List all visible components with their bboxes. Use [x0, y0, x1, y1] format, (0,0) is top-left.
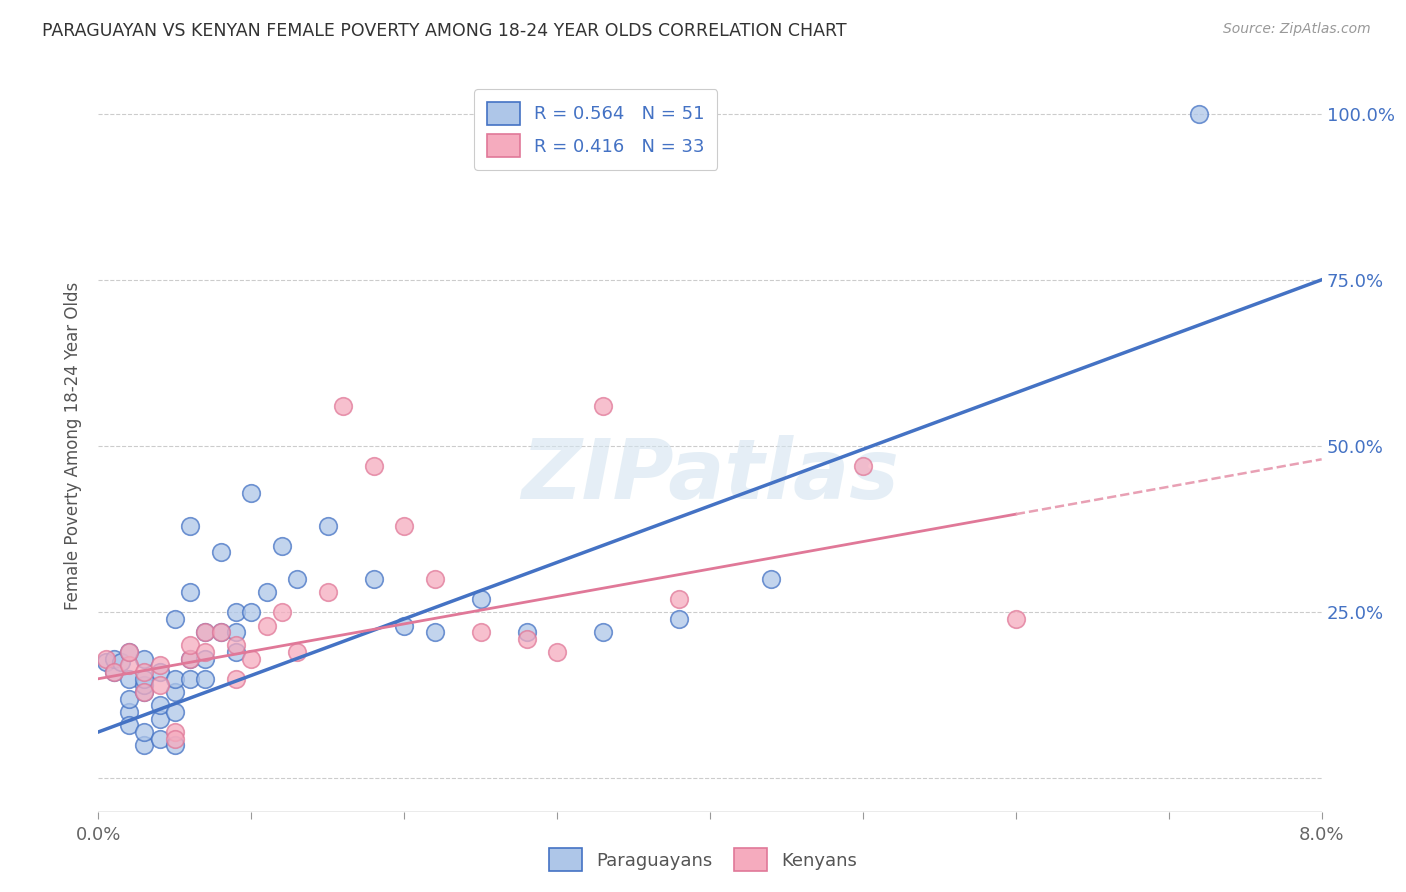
Point — [110, 655, 132, 669]
Point — [240, 652, 263, 666]
Point — [316, 585, 339, 599]
Point — [668, 591, 690, 606]
Point — [134, 685, 156, 699]
Point — [94, 655, 117, 669]
Point — [118, 705, 141, 719]
Point — [134, 725, 156, 739]
Point — [516, 632, 538, 646]
Point — [118, 658, 141, 673]
Point — [163, 731, 186, 746]
Point — [134, 652, 156, 666]
Point — [149, 678, 172, 692]
Point — [225, 639, 247, 653]
Point — [103, 665, 125, 679]
Text: PARAGUAYAN VS KENYAN FEMALE POVERTY AMONG 18-24 YEAR OLDS CORRELATION CHART: PARAGUAYAN VS KENYAN FEMALE POVERTY AMON… — [42, 22, 846, 40]
Point — [285, 572, 308, 586]
Point — [392, 518, 416, 533]
Point — [103, 652, 125, 666]
Point — [209, 625, 232, 640]
Point — [103, 665, 125, 679]
Point — [118, 645, 141, 659]
Point — [163, 725, 186, 739]
Point — [316, 518, 339, 533]
Point — [179, 639, 201, 653]
Text: Source: ZipAtlas.com: Source: ZipAtlas.com — [1223, 22, 1371, 37]
Point — [149, 658, 172, 673]
Legend: R = 0.564   N = 51, R = 0.416   N = 33: R = 0.564 N = 51, R = 0.416 N = 33 — [474, 89, 717, 170]
Point — [194, 672, 217, 686]
Point — [270, 539, 294, 553]
Text: ZIPatlas: ZIPatlas — [522, 434, 898, 516]
Point — [134, 665, 156, 679]
Point — [668, 612, 690, 626]
Point — [363, 572, 385, 586]
Point — [225, 625, 247, 640]
Point — [1004, 612, 1026, 626]
Point — [423, 625, 446, 640]
Point — [240, 485, 263, 500]
Point — [149, 665, 172, 679]
Point — [225, 605, 247, 619]
Point — [179, 585, 201, 599]
Point — [134, 738, 156, 752]
Point — [118, 718, 141, 732]
Point — [179, 518, 201, 533]
Point — [134, 678, 156, 692]
Point — [94, 652, 117, 666]
Point — [179, 672, 201, 686]
Point — [194, 625, 217, 640]
Point — [194, 652, 217, 666]
Point — [470, 625, 492, 640]
Point — [134, 685, 156, 699]
Point — [194, 625, 217, 640]
Point — [209, 545, 232, 559]
Point — [163, 685, 186, 699]
Y-axis label: Female Poverty Among 18-24 Year Olds: Female Poverty Among 18-24 Year Olds — [65, 282, 83, 610]
Point — [240, 605, 263, 619]
Point — [163, 738, 186, 752]
Point — [270, 605, 294, 619]
Point — [179, 652, 201, 666]
Point — [225, 645, 247, 659]
Point — [209, 625, 232, 640]
Point — [592, 399, 614, 413]
Point — [149, 712, 172, 726]
Point — [118, 672, 141, 686]
Point — [285, 645, 308, 659]
Point — [118, 691, 141, 706]
Point — [332, 399, 354, 413]
Point — [470, 591, 492, 606]
Point — [225, 672, 247, 686]
Point — [546, 645, 568, 659]
Point — [149, 731, 172, 746]
Point — [163, 672, 186, 686]
Point — [392, 618, 416, 632]
Point — [134, 672, 156, 686]
Point — [163, 612, 186, 626]
Point — [423, 572, 446, 586]
Point — [194, 645, 217, 659]
Point — [149, 698, 172, 713]
Point — [256, 618, 278, 632]
Point — [256, 585, 278, 599]
Legend: Paraguayans, Kenyans: Paraguayans, Kenyans — [541, 841, 865, 879]
Point — [1188, 106, 1211, 120]
Point — [759, 572, 782, 586]
Point — [592, 625, 614, 640]
Point — [163, 705, 186, 719]
Point — [852, 458, 875, 473]
Point — [118, 645, 141, 659]
Point — [363, 458, 385, 473]
Point — [179, 652, 201, 666]
Point — [516, 625, 538, 640]
